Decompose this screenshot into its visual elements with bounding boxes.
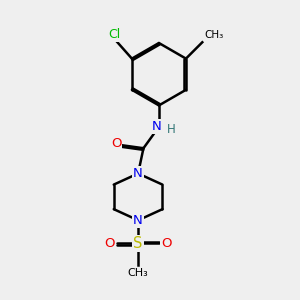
Text: O: O xyxy=(111,137,122,150)
Text: H: H xyxy=(167,123,176,136)
Text: N: N xyxy=(152,120,161,133)
Text: O: O xyxy=(161,237,172,250)
Text: S: S xyxy=(134,236,143,251)
Text: N: N xyxy=(133,167,143,180)
Text: CH₃: CH₃ xyxy=(205,30,224,40)
Text: Cl: Cl xyxy=(108,28,120,41)
Text: O: O xyxy=(105,237,115,250)
Text: N: N xyxy=(133,214,143,227)
Text: CH₃: CH₃ xyxy=(128,268,148,278)
